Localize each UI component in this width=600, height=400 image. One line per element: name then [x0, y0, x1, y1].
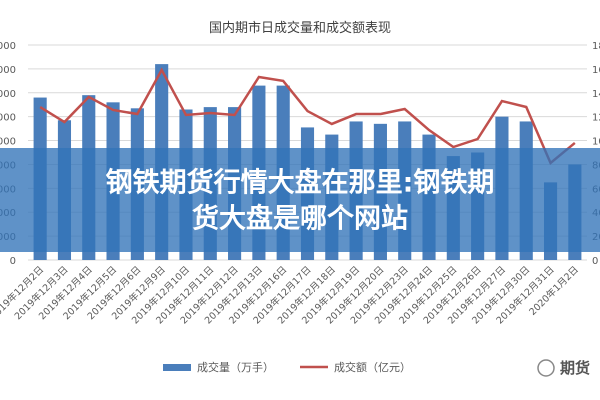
watermark-icon: [537, 359, 555, 377]
y-tick-label: 10000: [0, 137, 16, 148]
headline: 货大盘是哪个网站: [192, 203, 408, 235]
headline: 钢铁期货行情大盘在那里:钢铁期: [106, 167, 495, 199]
y-tick-label: 16000: [0, 65, 16, 76]
legend-label: 成交额（亿元）: [334, 360, 411, 374]
y2-tick-label: 1200: [592, 113, 600, 124]
legend-label: 成交量（万手）: [197, 360, 274, 374]
line: [39, 67, 576, 166]
y-tick-label: 14000: [0, 89, 16, 100]
y2-tick-label: 1800: [592, 41, 600, 52]
y-tick-label: 0: [10, 256, 16, 267]
legend-swatch: [163, 364, 191, 371]
y-tick-label: 18000: [0, 41, 16, 52]
y2-tick-label: 1600: [592, 65, 600, 76]
y-tick-label: 12000: [0, 113, 16, 124]
legend: 成交量（万手） 成交额（亿元）: [163, 360, 411, 374]
y2-tick-label: 1000: [592, 137, 600, 148]
y2-tick-label: 0: [592, 256, 598, 267]
chart-title: 国内期市日成交量和成交额表现: [209, 20, 391, 36]
watermark: 期货: [560, 359, 590, 377]
y2-tick-label: 1400: [592, 89, 600, 100]
banner: [0, 148, 600, 252]
